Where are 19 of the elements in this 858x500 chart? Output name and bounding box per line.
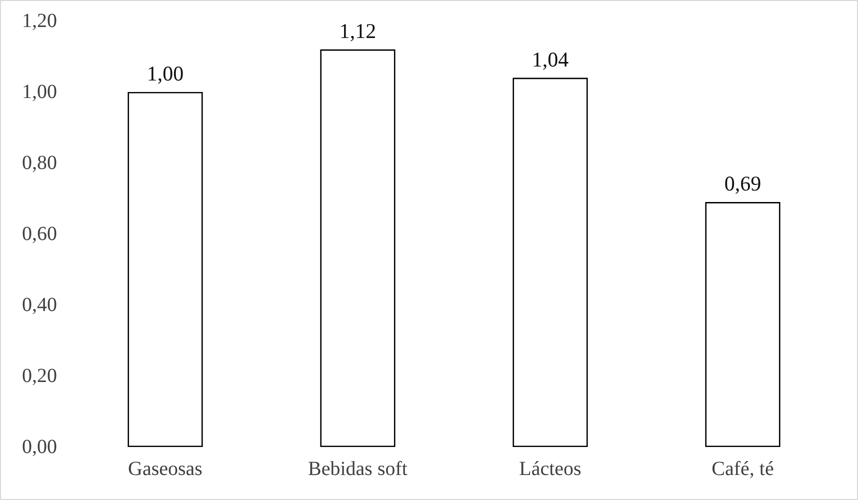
y-tick-label: 0,60 [22,223,57,245]
x-tick-label: Bebidas soft [308,458,408,480]
y-tick-label: 0,40 [22,294,57,316]
bar [705,202,780,447]
bar [128,92,203,447]
x-tick-label: Café, té [712,458,774,480]
y-tick-label: 1,20 [22,10,57,32]
data-label: 0,69 [724,172,762,196]
data-label: 1,12 [339,18,376,43]
data-label: 1,04 [532,47,570,72]
data-label: 1,00 [146,62,184,86]
bar [320,49,396,447]
x-tick-label: Lácteos [519,458,582,480]
y-tick-label: 0,80 [22,152,57,174]
y-tick-label: 1,00 [22,81,57,103]
x-tick-label: Gaseosas [128,458,203,480]
y-tick-label: 0,20 [22,365,57,387]
y-tick-label: 0,00 [22,436,57,458]
bar [512,78,588,447]
